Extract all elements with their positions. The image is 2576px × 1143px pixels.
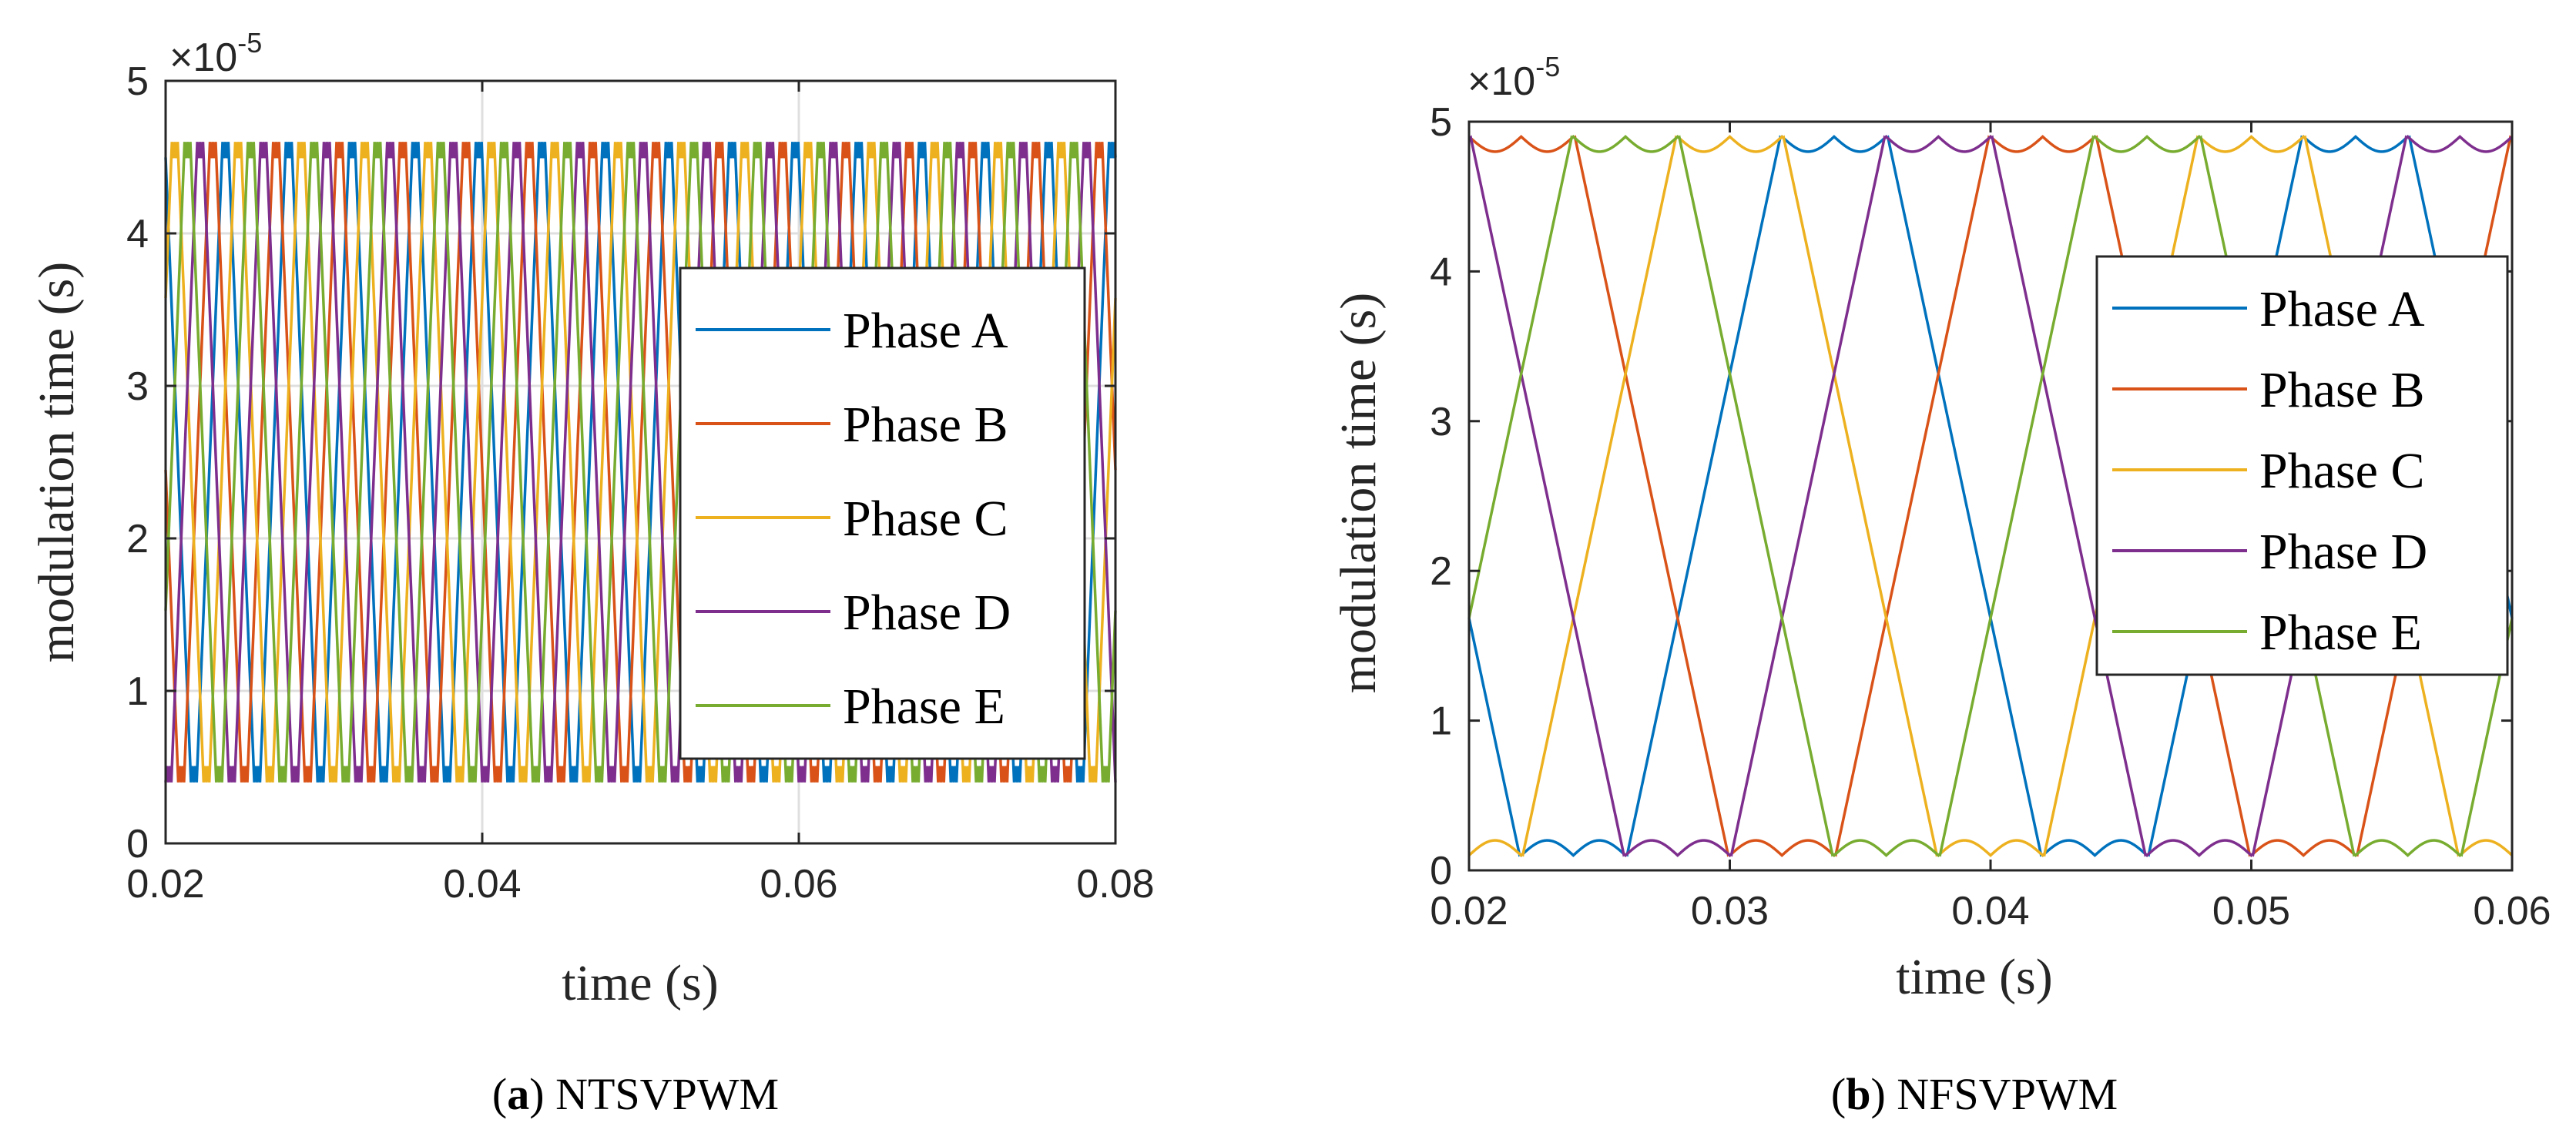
x-tick-label: 0.06 xyxy=(2473,889,2551,934)
series-line-phase-d xyxy=(164,142,1117,783)
y-multiplier-a: ×10-5 xyxy=(169,27,262,80)
x-tick-label: 0.02 xyxy=(126,862,204,907)
caption-a: (a) NTSVPWM xyxy=(492,1069,779,1119)
legend-label-phase-e: Phase E xyxy=(2259,605,2422,661)
ticks-b: 0.02 0.03 0.04 0.05 0.06 0 1 2 3 4 5 xyxy=(1430,100,2551,934)
y-multiplier-b: ×10-5 xyxy=(1467,51,1560,104)
axes-frame-a xyxy=(164,79,1117,845)
legend-label-phase-d: Phase D xyxy=(2259,524,2427,580)
y-tick-label: 3 xyxy=(1430,400,1452,444)
y-tick-label: 4 xyxy=(126,212,149,256)
x-tick-label: 0.08 xyxy=(1076,862,1154,907)
legend-label-phase-a: Phase A xyxy=(843,303,1008,359)
x-axis-label-a: time (s) xyxy=(562,955,718,1011)
x-tick-label: 0.05 xyxy=(2212,889,2290,934)
y-tick-label: 0 xyxy=(1430,849,1452,893)
x-tick-label: 0.04 xyxy=(1951,889,2029,934)
legend-a: Phase A Phase B Phase C Phase D Phase E xyxy=(679,266,1086,760)
legend-label-phase-a: Phase A xyxy=(2259,281,2425,337)
y-tick-label: 2 xyxy=(126,517,149,561)
chart-panel-b: 0.02 0.03 0.04 0.05 0.06 0 1 2 3 4 5 ×10-5 modulat… xyxy=(1330,51,2551,1119)
chart-panel-a: 0.02 0.04 0.06 0.08 0 1 2 3 4 5 ×10-5 modulation … xyxy=(29,27,1155,1119)
legend-label-phase-c: Phase C xyxy=(2259,443,2425,499)
y-tick-label: 2 xyxy=(1430,549,1452,594)
legend-label-phase-c: Phase C xyxy=(843,491,1008,547)
series-line-phase-a xyxy=(164,142,1117,783)
y-axis-label-a: modulation time (s) xyxy=(29,262,85,663)
legend-box-a xyxy=(679,266,1086,760)
legend-b: Phase A Phase B Phase C Phase D Phase E xyxy=(2095,255,2509,676)
y-tick-label: 4 xyxy=(1430,250,1452,294)
x-axis-label-b: time (s) xyxy=(1896,949,2052,1005)
y-tick-label: 0 xyxy=(126,822,149,866)
x-tick-label: 0.02 xyxy=(1430,889,1508,934)
caption-b: (b) NFSVPWM xyxy=(1831,1069,2118,1119)
y-tick-label: 5 xyxy=(126,59,149,104)
series-group-b xyxy=(1467,135,2514,857)
y-axis-label-b: modulation time (s) xyxy=(1330,293,1387,694)
y-tick-label: 5 xyxy=(1430,100,1452,145)
x-tick-label: 0.03 xyxy=(1691,889,1769,934)
legend-label-phase-d: Phase D xyxy=(843,585,1011,641)
y-tick-label: 3 xyxy=(126,364,149,409)
y-tick-label: 1 xyxy=(126,669,149,714)
series-line-phase-e xyxy=(1467,135,2514,857)
legend-label-phase-b: Phase B xyxy=(2259,362,2425,418)
ticks-a: 0.02 0.04 0.06 0.08 0 1 2 3 4 5 xyxy=(126,59,1155,907)
x-tick-label: 0.06 xyxy=(760,862,837,907)
y-tick-label: 1 xyxy=(1430,699,1452,744)
legend-box-b xyxy=(2095,255,2509,676)
legend-label-phase-e: Phase E xyxy=(843,679,1005,735)
legend-label-phase-b: Phase B xyxy=(843,397,1008,453)
x-tick-label: 0.04 xyxy=(443,862,521,907)
